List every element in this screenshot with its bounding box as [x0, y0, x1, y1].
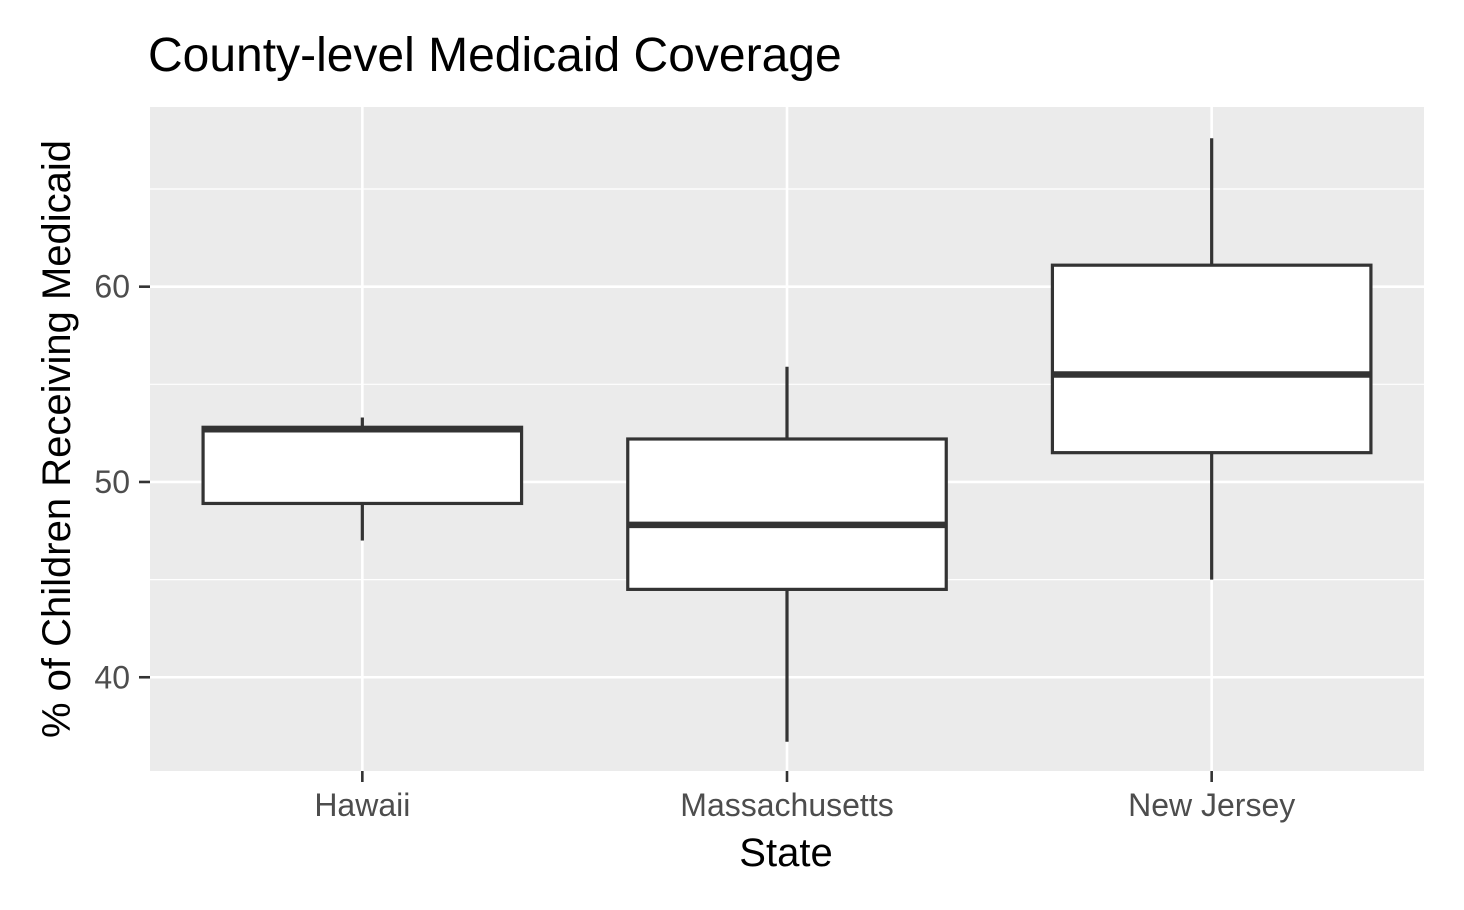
x-tick-label: Massachusetts [680, 787, 893, 823]
box-body [626, 437, 948, 591]
y-tick-label: 60 [94, 269, 130, 305]
x-tick-label: New Jersey [1128, 787, 1295, 823]
box-hawaii [201, 417, 524, 541]
boxes [201, 138, 1373, 742]
chart-title: County-level Medicaid Coverage [148, 29, 842, 82]
box-new-jersey [1050, 138, 1373, 580]
y-axis-title: % of Children Receiving Medicaid [35, 140, 79, 738]
axes: 40 50 60 Hawaii Massachusetts New Jersey [94, 269, 1295, 823]
box-massachusetts [626, 366, 948, 742]
x-tick-label: Hawaii [314, 787, 410, 823]
y-tick-label: 40 [94, 659, 130, 695]
y-tick-label: 50 [94, 464, 130, 500]
box-body [1050, 263, 1373, 455]
box-body [201, 425, 524, 506]
x-axis-title: State [739, 831, 832, 875]
